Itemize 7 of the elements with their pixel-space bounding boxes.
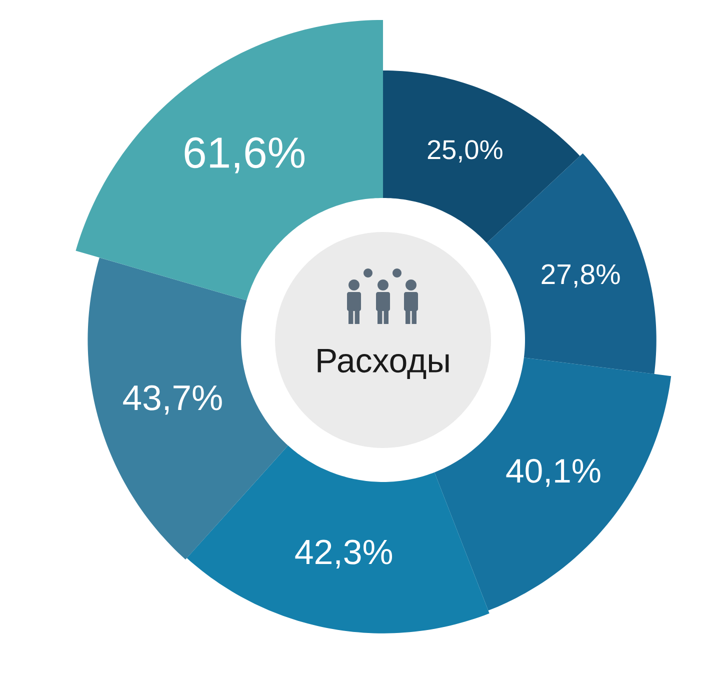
data-label: 40,1% <box>506 458 600 487</box>
data-label: 61,6% <box>184 137 304 174</box>
text: Расходы <box>318 348 449 380</box>
data-label: 43,7% <box>123 385 222 415</box>
data-label: 25,0% <box>428 140 502 162</box>
data-label: 42,3% <box>295 540 392 569</box>
data-label: 27,8% <box>542 264 620 288</box>
